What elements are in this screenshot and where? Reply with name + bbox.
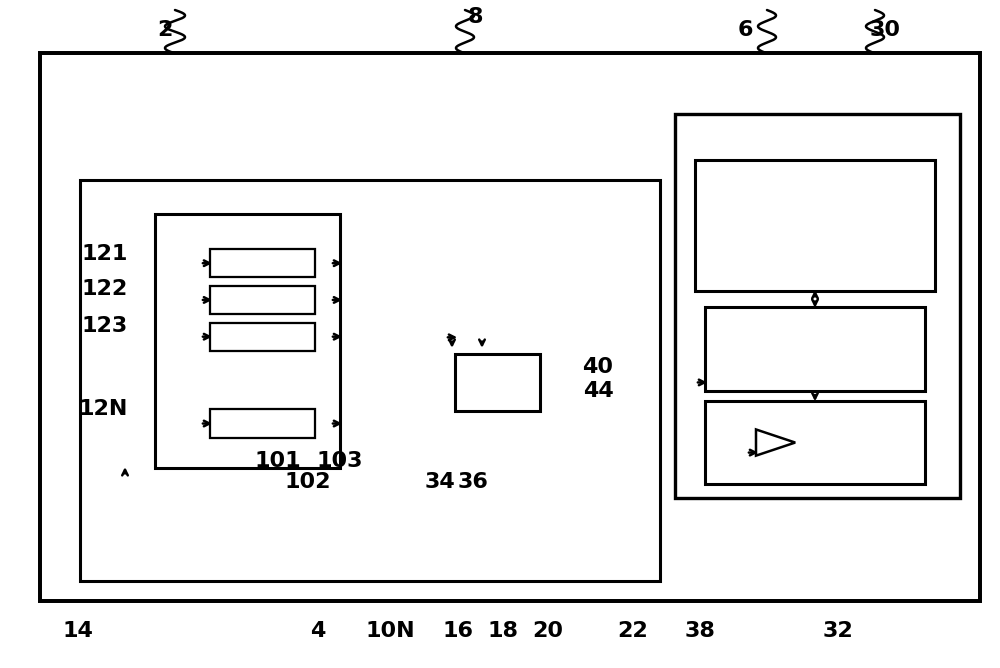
Text: 121: 121	[82, 244, 128, 264]
Text: 32: 32	[823, 621, 853, 641]
Text: 14: 14	[63, 621, 93, 641]
Text: 36: 36	[458, 472, 488, 492]
Bar	[455, 354, 540, 411]
Text: 22: 22	[618, 621, 648, 641]
Bar	[705, 307, 925, 391]
Text: 10N: 10N	[365, 621, 415, 641]
Text: 20: 20	[532, 621, 564, 641]
Text: 123: 123	[82, 316, 128, 336]
Text: 102: 102	[285, 472, 331, 492]
Text: 4: 4	[310, 621, 326, 641]
Text: 44: 44	[583, 381, 613, 401]
Text: 8: 8	[467, 7, 483, 27]
Text: 40: 40	[582, 357, 614, 377]
Text: 18: 18	[488, 621, 518, 641]
Text: 6: 6	[737, 20, 753, 40]
Bar	[695, 160, 935, 291]
Bar	[705, 401, 925, 484]
Text: 101: 101	[255, 451, 301, 471]
Text: 38: 38	[685, 621, 715, 641]
Text: 12N: 12N	[78, 399, 128, 419]
Bar	[210, 286, 315, 314]
Text: 122: 122	[82, 279, 128, 299]
Bar	[155, 214, 340, 468]
Text: 16: 16	[442, 621, 474, 641]
Text: 103: 103	[317, 451, 363, 471]
Bar	[210, 409, 315, 438]
Bar	[210, 323, 315, 351]
Text: 30: 30	[870, 20, 900, 40]
Bar	[675, 114, 960, 498]
Text: 34: 34	[425, 472, 455, 492]
Text: 2: 2	[157, 20, 173, 40]
Bar	[210, 249, 315, 277]
Bar	[40, 53, 980, 601]
Bar	[80, 180, 660, 581]
